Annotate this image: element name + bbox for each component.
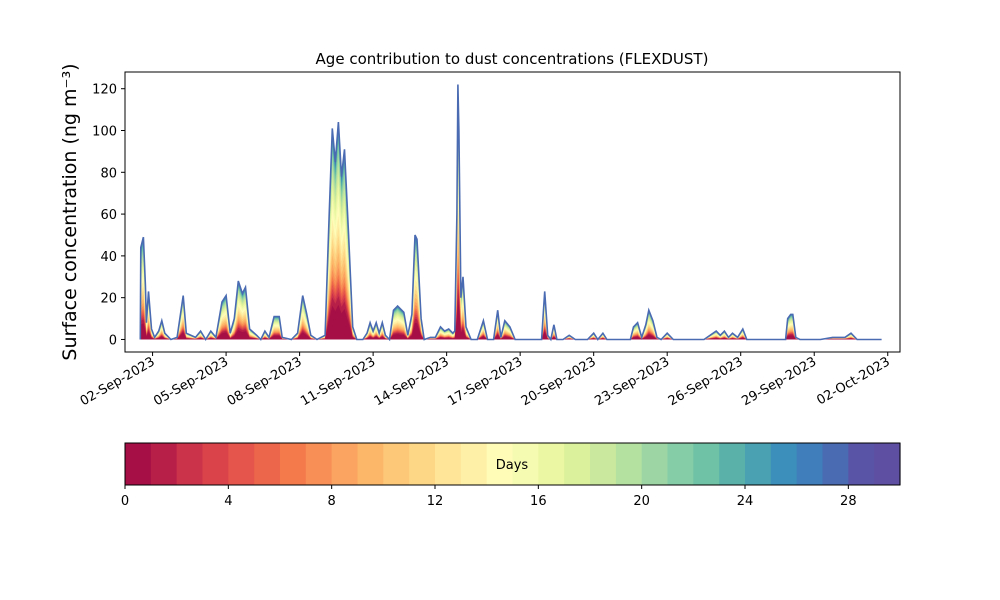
total-series-line: [139, 84, 882, 342]
age-band-20: [140, 117, 882, 340]
age-band-15: [140, 168, 882, 340]
age-band-19: [140, 125, 882, 340]
colorbar-swatch: [150, 443, 178, 485]
x-tick-label: 26-Sep-2023: [666, 354, 746, 409]
x-tick-label: 02-Oct-2023: [814, 354, 892, 408]
age-band-10: [140, 227, 882, 340]
colorbar-swatch: [280, 443, 307, 485]
colorbar-tick-label: 20: [633, 494, 650, 509]
y-tick-label: 100: [92, 125, 117, 140]
colorbar-swatch: [486, 443, 514, 485]
colorbar-swatch: [331, 443, 359, 485]
colorbar-swatch: [745, 443, 772, 485]
colorbar-swatch: [615, 443, 643, 485]
colorbar-swatch: [874, 443, 901, 485]
x-axis: 02-Sep-202305-Sep-202308-Sep-202311-Sep-…: [78, 352, 893, 409]
colorbar-swatch: [822, 443, 849, 485]
y-tick-label: 40: [100, 250, 117, 265]
colorbar-ticks: 0 4 8 12 16 20 24 28: [121, 485, 857, 509]
colorbar-swatch: [796, 443, 824, 485]
colorbar-swatch: [176, 443, 204, 485]
colorbar-swatch: [305, 443, 333, 485]
chart-title: Age contribution to dust concentrations …: [316, 50, 709, 68]
age-band-7: [140, 255, 882, 340]
colorbar-tick-label: 4: [224, 494, 232, 509]
x-tick-label: 20-Sep-2023: [519, 354, 599, 409]
age-band-8: [140, 247, 882, 340]
x-tick-label: 14-Sep-2023: [372, 354, 452, 409]
x-tick-label: 02-Sep-2023: [78, 354, 158, 409]
x-tick-label: 23-Sep-2023: [592, 354, 672, 409]
x-tick-label: 17-Sep-2023: [445, 354, 525, 409]
y-tick-label: 80: [100, 166, 117, 181]
colorbar-swatch: [693, 443, 720, 485]
colorbar-swatch: [435, 443, 462, 485]
colorbar-swatch: [770, 443, 798, 485]
colorbar-tick-label: 8: [328, 494, 336, 509]
colorbar-swatch: [202, 443, 229, 485]
colorbar-frame: [124, 442, 901, 486]
age-band-28: [140, 85, 882, 340]
colorbar-swatch: [383, 443, 410, 485]
age-band-22: [140, 104, 882, 340]
age-band-24: [140, 94, 882, 340]
colorbar-tick-label: 28: [840, 494, 857, 509]
age-band-25: [140, 92, 882, 340]
x-tick-label: 29-Sep-2023: [739, 354, 819, 409]
colorbar-swatch: [564, 443, 591, 485]
age-band-14: [140, 181, 882, 340]
colorbar-swatches: [125, 443, 901, 485]
age-contribution-series: [139, 84, 882, 342]
y-axis-label: Surface concentration (ng m⁻³): [59, 63, 81, 360]
x-tick-label: 05-Sep-2023: [151, 354, 231, 409]
colorbar: Days 0 4 8 12 16 20 24 28: [121, 442, 901, 509]
age-band-16: [140, 155, 882, 340]
age-band-29: [140, 84, 882, 340]
x-tick-label: 11-Sep-2023: [298, 354, 378, 409]
plot-area: [124, 71, 901, 353]
colorbar-swatch: [590, 443, 617, 485]
age-band-12: [140, 206, 882, 340]
axes-frame: [124, 71, 901, 353]
y-axis: 0 20 40 60 80 100 120: [92, 83, 125, 348]
colorbar-swatch: [512, 443, 539, 485]
colorbar-tick-label: 12: [427, 494, 444, 509]
colorbar-swatch: [228, 443, 255, 485]
age-band-11: [140, 217, 882, 340]
colorbar-swatch: [667, 443, 694, 485]
age-band-17: [140, 145, 882, 340]
age-band-21: [140, 110, 882, 340]
colorbar-swatch: [357, 443, 384, 485]
colorbar-swatch: [538, 443, 565, 485]
y-tick-label: 0: [109, 333, 117, 348]
colorbar-swatch: [409, 443, 436, 485]
x-tick-label: 08-Sep-2023: [225, 354, 305, 409]
colorbar-swatch: [641, 443, 669, 485]
colorbar-label: Days: [496, 458, 529, 473]
colorbar-tick-label: 0: [121, 494, 129, 509]
y-tick-label: 120: [92, 83, 117, 98]
age-band-27: [140, 87, 882, 340]
colorbar-swatch: [125, 443, 152, 485]
colorbar-tick-label: 24: [737, 494, 754, 509]
age-band-9: [140, 237, 882, 340]
colorbar-swatch: [254, 443, 281, 485]
age-band-23: [140, 99, 882, 340]
colorbar-swatch: [719, 443, 746, 485]
age-band-18: [140, 135, 882, 340]
colorbar-swatch: [460, 443, 488, 485]
y-tick-label: 20: [100, 292, 117, 307]
y-tick-label: 60: [100, 208, 117, 223]
colorbar-tick-label: 16: [530, 494, 547, 509]
age-band-13: [140, 194, 882, 340]
age-band-26: [140, 89, 882, 340]
colorbar-swatch: [848, 443, 875, 485]
